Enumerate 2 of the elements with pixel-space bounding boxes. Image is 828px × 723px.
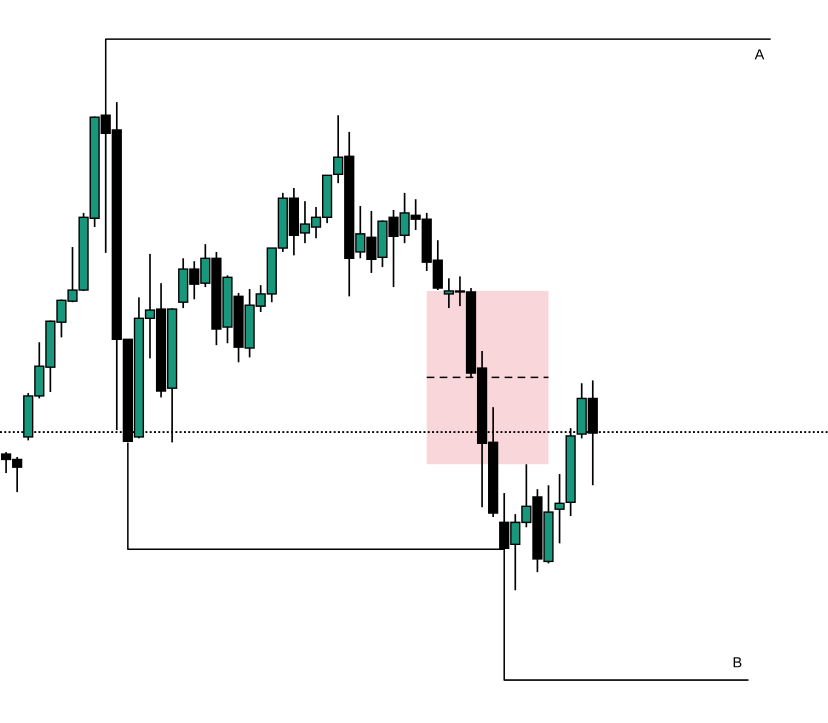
series-label: A [754, 49, 764, 60]
series-label: B [734, 657, 742, 668]
